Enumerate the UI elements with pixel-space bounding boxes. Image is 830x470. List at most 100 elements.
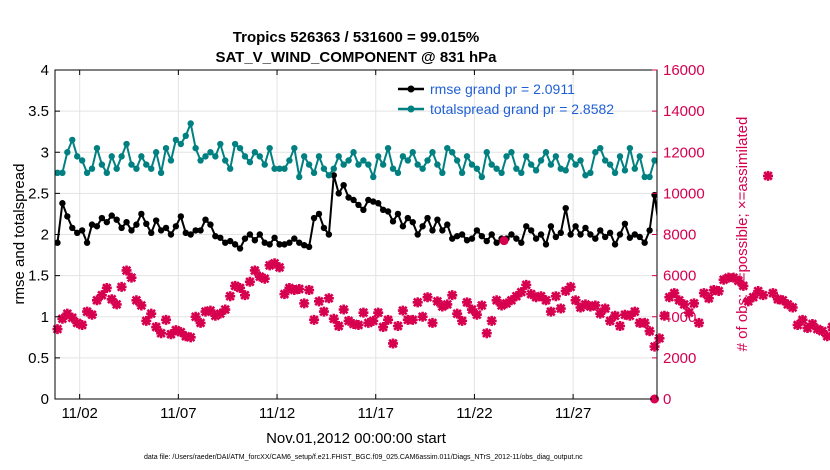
obs-possible-marker [427,317,438,328]
rmse-line [56,174,657,250]
totalspread-point [789,166,795,172]
totalspread-point [424,157,431,164]
totalspread-point [69,136,76,144]
totalspread-point [300,153,308,160]
obs-possible-marker [713,286,724,297]
totalspread-point [661,170,667,176]
obs-possible-marker [590,300,601,311]
obs-possible-marker [481,328,492,339]
y-tick-label: 0 [41,391,49,408]
rmse-point [809,227,815,233]
totalspread-point [488,161,495,168]
rmse-point [226,237,234,245]
rmse-point [207,221,214,228]
obs-possible-marker [165,329,176,340]
obs-possible-marker [195,317,206,328]
totalspread-point [93,144,101,152]
rmse-point [577,231,584,238]
totalspread-point [557,165,564,172]
chart-title: Tropics 526363 / 531600 = 99.015% [233,29,479,46]
rmse-point [335,190,342,197]
obs-possible-marker [540,295,551,306]
totalspread-point [74,153,81,160]
obs-possible-marker [802,323,813,334]
totalspread-point [212,153,219,160]
totalspread-point [434,161,441,168]
rmse-point [167,231,175,238]
obs-possible-marker [689,298,700,309]
obs-assimilated-marker [499,236,509,246]
obs-possible-marker [323,293,334,304]
totalspread-point [256,153,263,160]
rmse-point [458,231,466,238]
rmse-point [276,241,283,248]
rmse-point [384,208,392,215]
obs-possible-marker [121,265,132,276]
rmse-point [152,217,160,224]
totalspread-point [409,149,416,156]
right-y-tick-label: 14000 [663,103,705,120]
rmse-point [537,231,545,238]
obs-possible-marker [388,338,399,349]
totalspread-point [231,140,239,148]
obs-possible-marker [674,295,685,306]
plot-series [52,98,830,404]
obs-possible-marker [516,287,527,298]
totalspread-point [439,169,446,177]
rmse-point [261,239,268,246]
rmse-point [231,241,239,248]
rmse-point [567,231,574,238]
obs-possible-marker [580,299,591,310]
rmse-point [824,215,830,221]
obs-possible-marker [422,292,433,303]
totalspread-point [552,153,560,160]
totalspread-point [819,174,825,180]
obs-possible-marker [91,295,102,306]
rmse-point [320,224,328,232]
rmse-point [770,98,776,104]
x-tick-label: 11/27 [555,405,591,422]
totalspread-point [286,157,293,164]
totalspread-point [809,153,815,159]
totalspread-point [542,149,550,156]
totalspread-point [611,169,619,177]
obs-possible-marker [126,272,137,283]
obs-possible-marker [437,301,448,312]
rmse-point [606,229,614,237]
totalspread-point [794,157,800,163]
totalspread-point [641,173,648,181]
totalspread-point [330,165,337,172]
totalspread-point [305,161,313,168]
x-axis-ticks: 11/02 11/07 11/12 11/17 11/22 11/27 [61,70,591,422]
obs-possible-marker [318,306,329,317]
obs-possible-marker [614,321,625,332]
rmse-point [478,232,486,240]
rmse-point [804,226,810,232]
rmse-point [755,248,761,254]
obs-possible-marker [210,310,221,321]
rmse-point [370,198,377,205]
obs-possible-marker [161,314,172,325]
rmse-point [182,229,189,237]
rmse-point [636,233,643,241]
obs-possible-marker [363,317,374,328]
obs-possible-marker [378,322,389,333]
totalspread-point [365,161,372,168]
totalspread-point [414,161,421,168]
totalspread-point [636,153,643,160]
obs-possible-marker [491,295,502,306]
totalspread-point [547,161,555,168]
y-axis-label: rmse and totalspread [11,164,28,305]
totalspread-point [162,144,170,152]
obs-possible-marker [600,303,611,314]
rmse-point [611,241,619,248]
obs-possible-marker [407,314,418,325]
x-axis-label: Nov.01,2012 00:00:00 start [266,430,447,447]
totalspread-point [355,161,362,168]
rmse-point [375,200,382,207]
rmse-point [557,229,564,237]
rmse-point [449,235,456,242]
obs-possible-marker [111,299,122,310]
obs-possible-marker [299,298,310,309]
